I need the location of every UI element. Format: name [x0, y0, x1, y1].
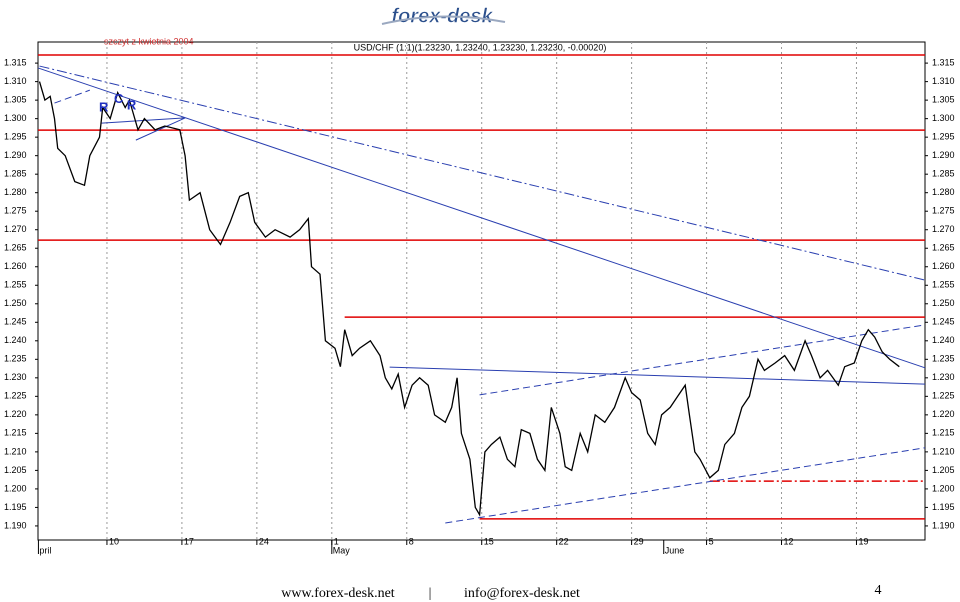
y-tick-label: 1.215 [932, 428, 955, 438]
trend-line [37, 67, 926, 369]
y-tick-label: 1.240 [4, 335, 27, 345]
y-tick-label: 1.220 [4, 409, 27, 419]
y-tick-label: 1.300 [932, 113, 955, 123]
y-tick-label: 1.310 [932, 76, 955, 86]
x-tick-label: 22 [559, 536, 569, 546]
y-tick-label: 1.235 [932, 354, 955, 364]
month-label: May [333, 545, 351, 555]
y-tick-label: 1.305 [932, 95, 955, 105]
y-tick-label: 1.265 [932, 243, 955, 253]
x-tick-label: 17 [184, 536, 194, 546]
y-tick-label: 1.285 [4, 169, 27, 179]
y-tick-label: 1.280 [932, 187, 955, 197]
x-tick-label: 5 [709, 536, 714, 546]
y-tick-label: 1.245 [932, 317, 955, 327]
y-tick-label: 1.245 [4, 317, 27, 327]
x-tick-label: 12 [784, 536, 794, 546]
trend-line [445, 447, 926, 524]
trend-line [135, 117, 186, 141]
plot-frame [37, 41, 926, 541]
y-tick-label: 1.225 [4, 391, 27, 401]
y-tick-label: 1.230 [932, 372, 955, 382]
y-tick-label: 1.200 [932, 483, 955, 493]
trend-line [39, 65, 926, 281]
y-tick-label: 1.315 [4, 57, 27, 67]
x-tick-label: 24 [259, 536, 269, 546]
y-tick-label: 1.195 [4, 502, 27, 512]
x-tick-label: 1 [334, 536, 339, 546]
y-tick-label: 1.205 [932, 465, 955, 475]
footer-site: www.forex-desk.net [281, 586, 394, 601]
pattern-marker: R [127, 97, 137, 112]
pattern-marker: C [114, 91, 124, 106]
y-tick-label: 1.225 [932, 391, 955, 401]
footer-email: info@forex-desk.net [464, 586, 580, 601]
y-tick-label: 1.255 [932, 280, 955, 290]
x-tick-label: 10 [109, 536, 119, 546]
x-tick-label: 29 [634, 536, 644, 546]
y-tick-label: 1.295 [4, 132, 27, 142]
y-tick-label: 1.240 [932, 335, 955, 345]
y-tick-label: 1.260 [4, 261, 27, 271]
y-tick-label: 1.250 [932, 298, 955, 308]
y-tick-label: 1.280 [4, 187, 27, 197]
y-tick-label: 1.205 [4, 465, 27, 475]
y-tick-label: 1.190 [932, 520, 955, 530]
y-tick-label: 1.300 [4, 113, 27, 123]
y-tick-label: 1.215 [4, 428, 27, 438]
y-tick-label: 1.220 [932, 409, 955, 419]
y-tick-label: 1.210 [932, 446, 955, 456]
y-tick-label: 1.200 [4, 483, 27, 493]
y-tick-label: 1.290 [4, 150, 27, 160]
trend-line [389, 366, 926, 385]
y-tick-label: 1.190 [4, 520, 27, 530]
y-tick-label: 1.275 [4, 206, 27, 216]
y-tick-label: 1.295 [932, 132, 955, 142]
y-tick-label: 1.315 [932, 57, 955, 67]
y-tick-label: 1.230 [4, 372, 27, 382]
y-tick-label: 1.235 [4, 354, 27, 364]
x-tick-label: 19 [858, 536, 868, 546]
logo-swoosh [381, 15, 506, 25]
y-tick-label: 1.265 [4, 243, 27, 253]
y-tick-label: 1.285 [932, 169, 955, 179]
chart-title: USD/CHF (1:1)(1.23230, 1.23240, 1.23230,… [354, 42, 607, 52]
annotation: szczyt z kwietnia 2004 [104, 36, 194, 46]
y-tick-label: 1.250 [4, 298, 27, 308]
pattern-marker: R [99, 99, 109, 114]
y-tick-label: 1.270 [4, 224, 27, 234]
y-tick-label: 1.290 [932, 150, 955, 160]
month-label: pril [39, 545, 51, 555]
y-tick-label: 1.305 [4, 95, 27, 105]
y-tick-label: 1.310 [4, 76, 27, 86]
y-tick-label: 1.270 [932, 224, 955, 234]
y-tick-label: 1.255 [4, 280, 27, 290]
price-line [38, 81, 900, 517]
footer-separator: | [429, 586, 432, 601]
month-label: June [665, 545, 685, 555]
trend-line [479, 324, 926, 396]
x-tick-label: 8 [409, 536, 414, 546]
y-tick-label: 1.210 [4, 446, 27, 456]
page-number: 4 [875, 583, 882, 598]
y-tick-label: 1.195 [932, 502, 955, 512]
y-tick-label: 1.260 [932, 261, 955, 271]
trend-line [54, 89, 90, 104]
x-tick-label: 15 [484, 536, 494, 546]
y-tick-label: 1.275 [932, 206, 955, 216]
